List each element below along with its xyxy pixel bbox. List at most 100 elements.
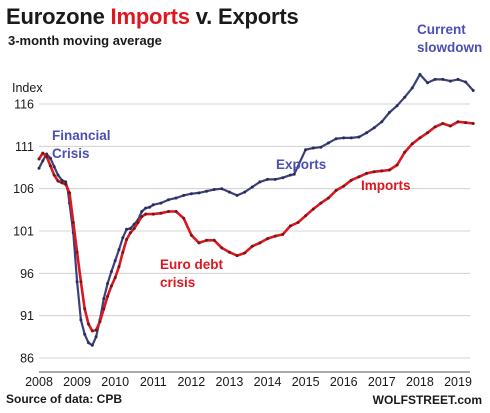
imports-point [125, 238, 129, 241]
imports-point [45, 155, 49, 158]
imports-point [235, 254, 239, 258]
exports-point [102, 297, 106, 301]
imports-point [418, 136, 422, 140]
exports-point [357, 135, 361, 139]
x-tick-2011: 2011 [140, 375, 167, 389]
x-tick-2017: 2017 [368, 375, 396, 389]
exports-point [140, 210, 144, 213]
exports-point [159, 201, 163, 205]
exports-point [288, 173, 292, 177]
imports-point [304, 214, 308, 218]
exports-point [327, 141, 330, 145]
imports-point [64, 182, 68, 186]
exports-point [334, 137, 338, 141]
imports-point [281, 232, 285, 236]
imports-point [83, 307, 87, 311]
exports-point [243, 190, 247, 194]
annotations-group: Financial Crisis Exports Imports Euro debt cr… [52, 22, 482, 290]
imports-point [132, 227, 136, 230]
exports-point [56, 173, 60, 177]
imports-point [441, 122, 445, 125]
y-tick-91: 91 [20, 309, 34, 323]
imports-point [189, 233, 193, 237]
imports-point [106, 294, 110, 298]
exports-point [410, 86, 414, 90]
exports-point [90, 343, 94, 347]
exports-point [117, 248, 121, 252]
exports-point [403, 95, 407, 99]
annotation-financial: Financial [52, 128, 111, 143]
exports-point [266, 177, 269, 181]
exports-point [125, 227, 129, 231]
imports-point [87, 322, 90, 326]
imports-point [266, 237, 269, 241]
exports-point [128, 227, 132, 230]
exports-point [205, 189, 209, 193]
annotation-crisis: crisis [160, 275, 195, 290]
x-tick-2013: 2013 [216, 375, 244, 389]
imports-point [464, 121, 468, 125]
exports-point [426, 81, 429, 85]
exports-point [281, 176, 285, 180]
series-group [37, 72, 475, 347]
exports-point [250, 185, 254, 189]
exports-point [109, 270, 113, 274]
imports-point [334, 188, 338, 192]
exports-point [292, 172, 296, 176]
imports-point [37, 157, 41, 161]
imports-point [372, 170, 376, 174]
imports-point [71, 221, 75, 224]
exports-point [121, 236, 125, 240]
x-tick-2012: 2012 [177, 375, 205, 389]
y-axis-label: Index [12, 81, 43, 95]
y-tick-101: 101 [13, 225, 34, 239]
imports-point [56, 179, 60, 183]
y-tick-96: 96 [20, 267, 34, 281]
exports-point [52, 165, 56, 169]
annotation-exports: Exports [276, 157, 326, 172]
exports-point [197, 191, 201, 195]
imports-point [94, 328, 98, 332]
title-vs-exports: v. Exports [195, 4, 299, 29]
imports-point [128, 231, 132, 235]
imports-point [109, 284, 113, 288]
exports-point [106, 282, 110, 285]
exports-point [167, 198, 170, 202]
x-tick-2015: 2015 [292, 375, 320, 389]
imports-point [349, 178, 353, 182]
imports-point [387, 168, 391, 172]
imports-point [319, 201, 323, 205]
exports-point [113, 259, 117, 263]
imports-point [311, 207, 315, 211]
exports-point [456, 77, 460, 81]
imports-point [357, 175, 361, 179]
x-tick-2008: 2008 [25, 375, 53, 389]
imports-point [228, 250, 231, 254]
imports-point [212, 238, 216, 242]
imports-point [258, 241, 262, 245]
imports-point [140, 215, 144, 219]
imports-point [296, 221, 300, 224]
source-note: Source of data: CPB [6, 392, 123, 406]
exports-point [220, 187, 224, 191]
imports-point [136, 221, 140, 224]
grid-lines [39, 103, 470, 373]
imports-point [60, 181, 64, 185]
title-imports: Imports [110, 4, 190, 29]
annotation-euro-debt: Euro debt [160, 257, 224, 272]
exports-point [395, 104, 399, 108]
exports-point [48, 156, 52, 160]
annotation-crisis: Crisis [52, 146, 90, 161]
imports-point [167, 210, 170, 213]
y-tick-116: 116 [14, 98, 34, 112]
exports-point [83, 332, 87, 336]
imports-point [52, 173, 56, 177]
imports-point [90, 329, 94, 333]
exports-point [342, 136, 346, 140]
imports-point [250, 244, 254, 248]
y-tick-86: 86 [20, 352, 34, 366]
imports-point [288, 224, 292, 228]
imports-point [342, 184, 346, 188]
imports-point [98, 320, 102, 324]
exports-point [174, 196, 178, 200]
